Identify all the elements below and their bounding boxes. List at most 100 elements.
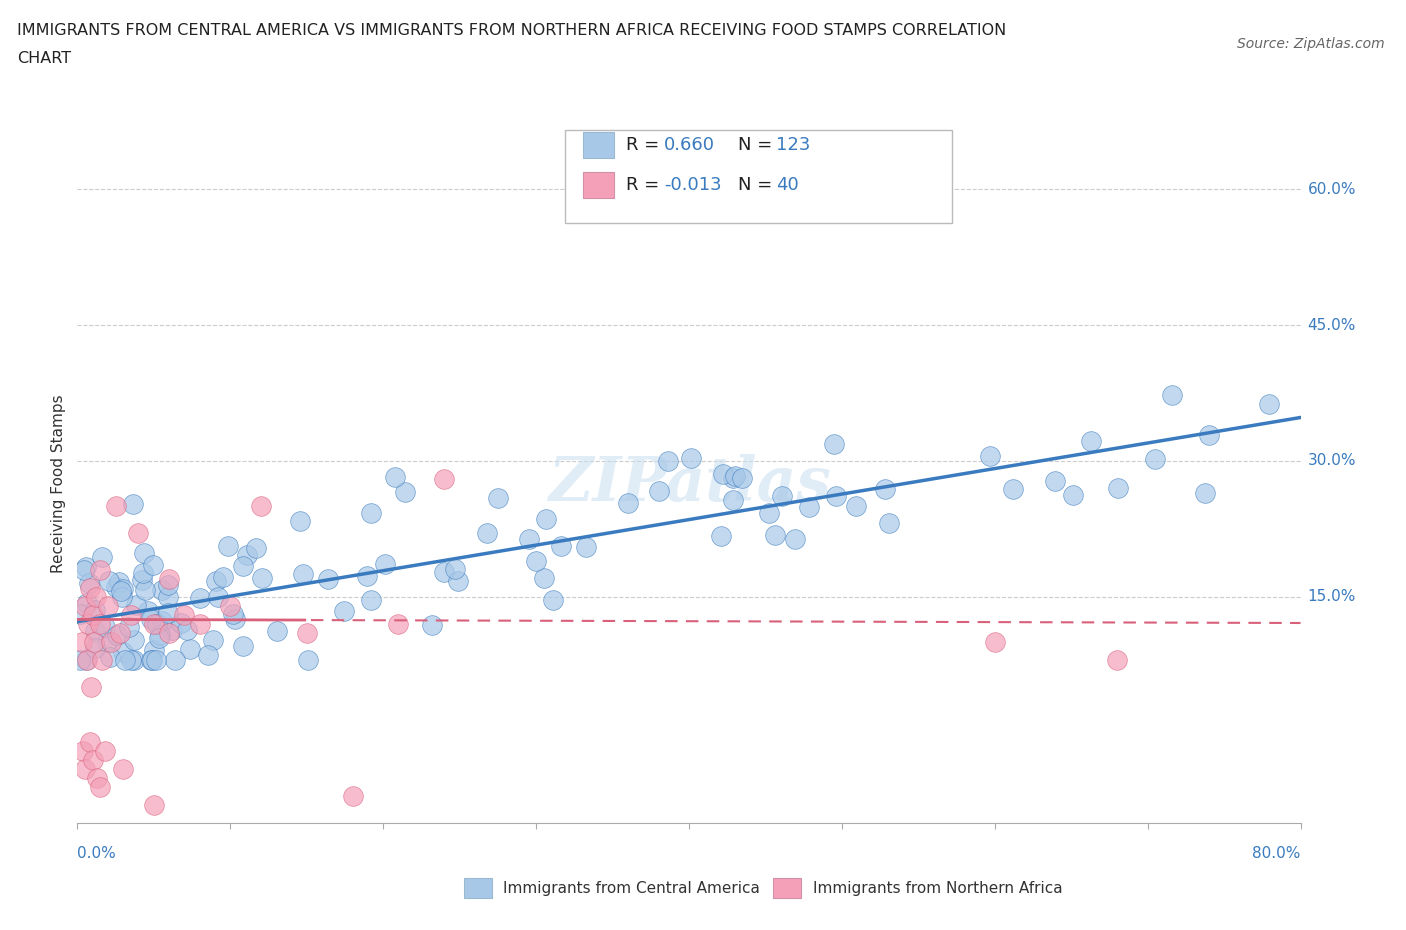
Point <box>758 505 780 520</box>
Point <box>170 616 193 631</box>
Point <box>541 593 564 608</box>
Point <box>517 532 540 547</box>
Text: R =: R = <box>626 136 665 154</box>
Point <box>219 598 242 613</box>
Point <box>443 561 465 576</box>
Point <box>120 607 142 622</box>
Point <box>447 573 470 588</box>
Point <box>1002 482 1025 497</box>
Point <box>1062 488 1084 503</box>
Point <box>97 598 120 613</box>
Point <box>770 489 793 504</box>
Text: CHART: CHART <box>17 51 70 66</box>
Text: 45.0%: 45.0% <box>1308 318 1355 333</box>
Text: 0.0%: 0.0% <box>77 846 117 861</box>
Point <box>188 617 211 631</box>
Text: 123: 123 <box>776 136 810 154</box>
Point <box>524 553 547 568</box>
Text: ZIPatlas: ZIPatlas <box>547 454 831 513</box>
Point <box>118 619 141 634</box>
Point <box>250 498 273 513</box>
Point <box>79 580 101 595</box>
Point <box>984 634 1007 649</box>
Point <box>201 632 224 647</box>
Point <box>100 634 122 649</box>
Point <box>90 550 112 565</box>
Point <box>72 743 94 758</box>
Point <box>173 607 195 622</box>
Point <box>648 484 671 498</box>
Point <box>98 650 121 665</box>
Point <box>104 579 127 594</box>
Point <box>132 565 155 580</box>
Point <box>83 641 105 656</box>
Point <box>1080 434 1102 449</box>
Point <box>1043 473 1066 488</box>
Point <box>89 617 111 631</box>
Text: R =: R = <box>626 176 665 194</box>
Point <box>156 590 179 604</box>
Point <box>1107 481 1129 496</box>
Point <box>148 631 170 645</box>
Point <box>245 540 267 555</box>
Point <box>679 451 702 466</box>
Text: 40: 40 <box>776 176 799 194</box>
Point <box>218 539 240 554</box>
Point <box>197 647 219 662</box>
Point <box>89 562 111 577</box>
Point <box>75 560 97 575</box>
Point <box>131 572 153 587</box>
Point <box>763 528 786 543</box>
Point <box>79 734 101 749</box>
Point <box>141 653 163 668</box>
Text: Source: ZipAtlas.com: Source: ZipAtlas.com <box>1237 37 1385 51</box>
Text: -0.013: -0.013 <box>664 176 721 194</box>
Point <box>69 606 91 621</box>
Point <box>114 653 136 668</box>
Point <box>823 437 845 452</box>
Point <box>127 526 149 541</box>
Point <box>157 605 180 620</box>
Point <box>120 653 142 668</box>
Point <box>799 499 821 514</box>
Point <box>82 752 104 767</box>
Point <box>384 470 406 485</box>
Point <box>979 448 1001 463</box>
Point <box>1161 388 1184 403</box>
Point <box>1107 653 1129 668</box>
Point <box>112 644 135 659</box>
Point <box>877 515 900 530</box>
Text: Immigrants from Central America: Immigrants from Central America <box>503 881 761 896</box>
Point <box>190 591 212 605</box>
Point <box>657 453 679 468</box>
Point <box>104 498 127 513</box>
Point <box>142 617 165 631</box>
Point <box>486 490 509 505</box>
Point <box>112 762 135 777</box>
Point <box>1144 451 1167 466</box>
Point <box>374 556 396 571</box>
Point <box>83 623 105 638</box>
Point <box>724 469 747 484</box>
Point <box>176 622 198 637</box>
Point <box>110 583 132 598</box>
Point <box>332 604 354 618</box>
Point <box>477 526 499 541</box>
Point <box>575 539 598 554</box>
Point <box>205 574 228 589</box>
Point <box>84 590 107 604</box>
Point <box>73 563 96 578</box>
Point <box>297 653 319 668</box>
Point <box>783 531 806 546</box>
Point <box>136 604 159 618</box>
Point <box>616 496 638 511</box>
Point <box>222 606 245 621</box>
Point <box>387 617 409 631</box>
Point <box>1198 428 1220 443</box>
Text: 80.0%: 80.0% <box>1253 846 1301 861</box>
Text: IMMIGRANTS FROM CENTRAL AMERICA VS IMMIGRANTS FROM NORTHERN AFRICA RECEIVING FOO: IMMIGRANTS FROM CENTRAL AMERICA VS IMMIG… <box>17 23 1007 38</box>
Point <box>111 590 134 604</box>
Y-axis label: Receiving Food Stamps: Receiving Food Stamps <box>51 394 66 573</box>
Point <box>77 617 100 631</box>
Point <box>89 779 111 794</box>
